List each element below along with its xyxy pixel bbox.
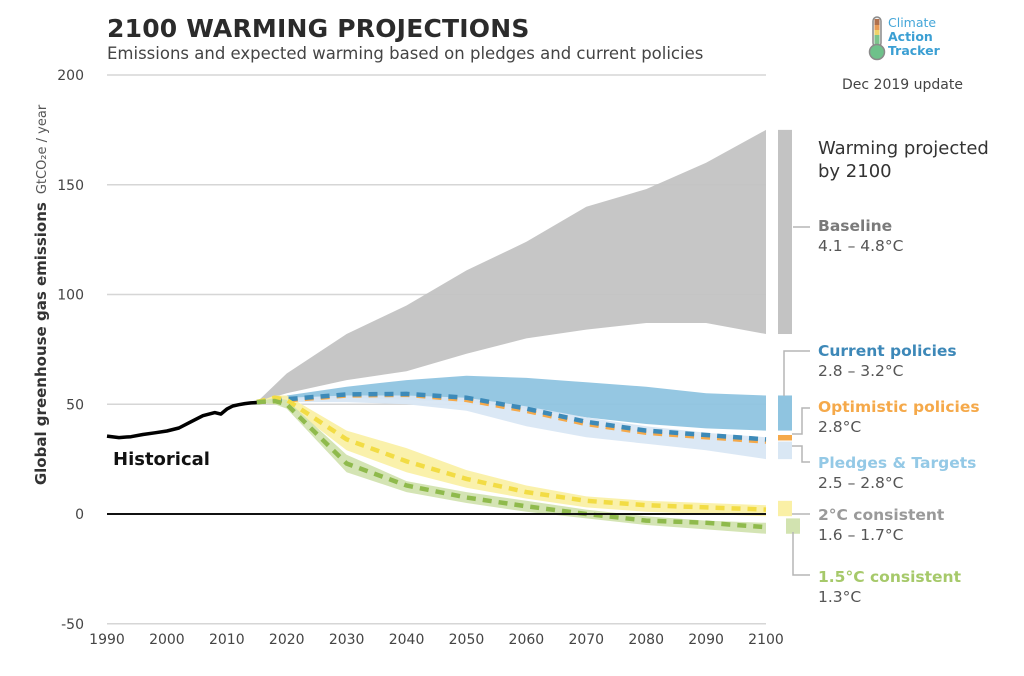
connector-current-policies (783, 350, 810, 396)
y-tick-label: 100 (57, 288, 84, 304)
warming-bar-1-5c-consistent (786, 518, 800, 534)
x-tick-label: 2070 (568, 632, 604, 648)
band-pledges-targets (256, 395, 766, 460)
line-1-5c-median (256, 398, 767, 530)
logo-text: Climate Action Tracker (888, 16, 940, 58)
legend-title: Warming projected by 2100 (818, 137, 989, 183)
legend-1-5c-consistent-warming: 1.3°C (818, 588, 862, 606)
historical-series (106, 400, 257, 440)
y-axis-label-unit: GtCO₂e / year (35, 104, 50, 194)
thermometer-icon (868, 16, 886, 61)
legend-title-line1: Warming projected (818, 138, 989, 159)
connector-pledges-targets (792, 445, 810, 463)
x-tick-label: 2000 (149, 632, 185, 648)
warming-bar-2c-consistent (778, 500, 792, 517)
logo-line-climate: Climate (888, 15, 937, 30)
x-tick-label: 2040 (389, 632, 425, 648)
x-tick-label: 2050 (449, 632, 485, 648)
legend-1-5c-consistent: 1.5°C consistent 1.3°C (818, 567, 961, 607)
projection-lines (256, 391, 767, 530)
legend-2c-consistent: 2°C consistent 1.6 – 1.7°C (818, 505, 944, 545)
legend-2c-consistent-warming: 1.6 – 1.7°C (818, 526, 904, 544)
y-axis-label: Global greenhouse gas emissions GtCO₂e / … (32, 104, 50, 485)
legend-baseline: Baseline 4.1 – 4.8°C (818, 216, 903, 256)
y-tick-label: 0 (75, 507, 84, 523)
update-date: Dec 2019 update (842, 77, 963, 93)
legend-current-policies: Current policies 2.8 – 3.2°C (818, 341, 957, 381)
legend-pledges-targets-name: Pledges & Targets (818, 454, 977, 472)
historical-label: Historical (113, 449, 210, 470)
logo-line-tracker: Tracker (888, 43, 940, 58)
band-current-policies (256, 375, 766, 431)
warming-bar-current-policies (778, 395, 792, 431)
y-tick-label: 200 (57, 68, 84, 84)
legend-title-line2: by 2100 (818, 161, 892, 182)
y-axis-ticks: -50 0 50 100 150 200 (57, 68, 84, 633)
x-axis-ticks: 1990 2000 2010 2020 2030 2040 2050 2060 2070 2080… (89, 632, 784, 648)
line-historical (106, 400, 257, 440)
y-tick-label: -50 (61, 617, 84, 633)
legend-current-policies-warming: 2.8 – 3.2°C (818, 362, 904, 380)
legend-optimistic-policies-name: Optimistic policies (818, 398, 980, 416)
legend-optimistic-policies: Optimistic policies 2.8°C (818, 397, 980, 437)
connector-optimistic-policies (792, 407, 810, 435)
warming-bar-pledges-targets (778, 441, 792, 460)
legend-current-policies-name: Current policies (818, 342, 957, 360)
line-2c-median (256, 395, 767, 512)
x-tick-label: 2080 (628, 632, 664, 648)
legend-2c-consistent-name: 2°C consistent (818, 506, 945, 524)
x-tick-label: 2090 (688, 632, 724, 648)
x-tick-label: 2030 (329, 632, 365, 648)
x-tick-label: 2060 (509, 632, 545, 648)
warming-bar-optimistic-policies (778, 434, 792, 441)
x-tick-label: 2010 (209, 632, 245, 648)
projection-bands (256, 129, 766, 534)
climate-action-tracker-logo: Climate Action Tracker (868, 16, 978, 62)
legend-1-5c-consistent-name: 1.5°C consistent (818, 568, 961, 586)
y-tick-label: 50 (66, 397, 84, 413)
line-current-policies-median (256, 391, 767, 442)
x-tick-label: 1990 (89, 632, 125, 648)
y-tick-label: 150 (57, 178, 84, 194)
warming-bar-baseline (778, 129, 792, 335)
band-baseline (256, 129, 766, 403)
legend-baseline-name: Baseline (818, 217, 893, 235)
warming-bars (778, 129, 800, 534)
legend-pledges-targets: Pledges & Targets 2.5 – 2.8°C (818, 453, 976, 493)
logo-line-action: Action (888, 29, 933, 44)
band-1-5c-consistent (256, 397, 766, 534)
x-tick-label: 2020 (269, 632, 305, 648)
legend-optimistic-policies-warming: 2.8°C (818, 418, 862, 436)
legend-connectors (783, 226, 810, 576)
connector-1-5c-consistent (792, 532, 810, 576)
legend-pledges-targets-warming: 2.5 – 2.8°C (818, 474, 904, 492)
y-axis-label-main: Global greenhouse gas emissions (32, 202, 50, 485)
legend-baseline-warming: 4.1 – 4.8°C (818, 237, 904, 255)
chart-title: 2100 WARMING PROJECTIONS (107, 14, 530, 43)
chart-subtitle: Emissions and expected warming based on … (107, 44, 704, 63)
x-tick-label: 2100 (748, 632, 784, 648)
band-2c-consistent (256, 395, 766, 517)
